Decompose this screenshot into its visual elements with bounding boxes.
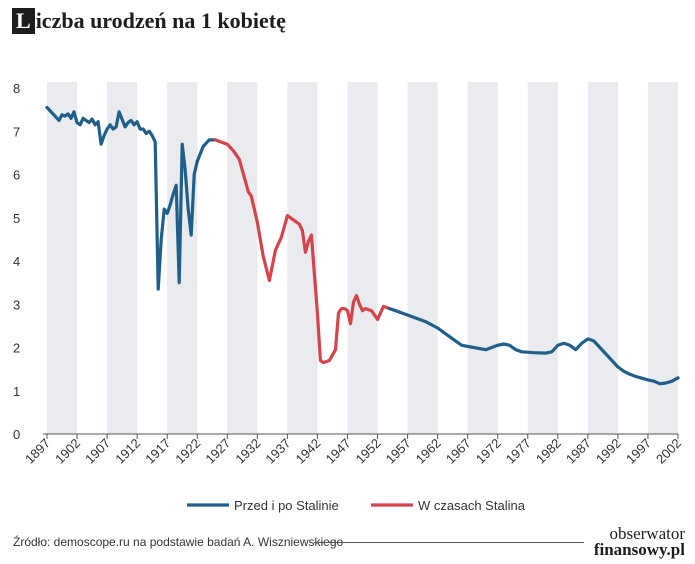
chart-title-text: iczba urodzeń na 1 kobietę xyxy=(35,8,286,33)
x-tick-label: 1972 xyxy=(473,436,504,467)
x-tick-label: 1992 xyxy=(593,436,624,467)
background-stripe xyxy=(587,82,618,434)
background-stripe xyxy=(227,82,258,434)
brand-line-2: finansowy.pl xyxy=(593,540,685,559)
y-tick-label: 5 xyxy=(13,211,20,226)
source-note: Źródło: demoscope.ru na podstawie badań … xyxy=(13,535,344,549)
background-stripe xyxy=(167,82,198,434)
x-tick-label: 1977 xyxy=(503,436,534,467)
background-stripe xyxy=(347,82,378,434)
background-stripes xyxy=(47,82,678,434)
y-tick-label: 6 xyxy=(13,168,20,183)
brand-line-1: obserwator xyxy=(609,524,685,543)
x-tick-label: 1917 xyxy=(142,436,173,467)
x-tick-label: 1897 xyxy=(22,436,53,467)
y-tick-label: 2 xyxy=(13,341,20,356)
x-tick-label: 1997 xyxy=(623,436,654,467)
background-stripe xyxy=(527,82,558,434)
x-tick-label: 2002 xyxy=(653,436,684,467)
series-line-1 xyxy=(45,105,217,291)
x-tick-label: 1947 xyxy=(323,436,354,467)
footer-divider xyxy=(314,542,584,543)
x-tick-label: 1927 xyxy=(202,436,233,467)
x-tick-label: 1942 xyxy=(292,436,323,467)
series-line-3 xyxy=(387,307,680,386)
y-axis: 0 1 2 3 4 5 6 7 8 xyxy=(13,81,20,442)
legend-label: W czasach Stalina xyxy=(418,498,526,513)
legend: Przed i po Stalinie W czasach Stalina xyxy=(187,498,526,513)
y-tick-label: 3 xyxy=(13,297,20,312)
x-tick-label: 1907 xyxy=(82,436,113,467)
series-line-2 xyxy=(213,138,392,365)
x-tick-label: 1952 xyxy=(353,436,384,467)
y-tick-label: 8 xyxy=(13,81,20,96)
brand-logo: obserwator finansowy.pl xyxy=(593,524,685,559)
x-tick-label: 1967 xyxy=(443,436,474,467)
x-tick-label: 1987 xyxy=(563,436,594,467)
background-stripe xyxy=(407,82,438,434)
chart-title-initial: L xyxy=(12,8,35,34)
y-tick-label: 4 xyxy=(13,254,20,269)
x-tick-label: 1902 xyxy=(52,436,83,467)
x-tick-label: 1922 xyxy=(172,436,203,467)
y-tick-label: 0 xyxy=(13,427,20,442)
background-stripe xyxy=(647,82,678,434)
background-stripe xyxy=(47,82,78,434)
y-tick-label: 7 xyxy=(13,124,20,139)
x-axis: 1897190219071912191719221927193219371942… xyxy=(22,433,684,467)
background-stripe xyxy=(107,82,138,434)
x-tick-label: 1982 xyxy=(533,436,564,467)
x-tick-label: 1932 xyxy=(232,436,263,467)
series-lines xyxy=(45,105,680,386)
x-tick-label: 1962 xyxy=(413,436,444,467)
x-tick-label: 1937 xyxy=(262,436,293,467)
x-tick-label: 1957 xyxy=(383,436,414,467)
x-tick-label: 1912 xyxy=(112,436,143,467)
legend-label: Przed i po Stalinie xyxy=(234,498,339,513)
background-stripe xyxy=(467,82,498,434)
y-tick-label: 1 xyxy=(13,384,20,399)
